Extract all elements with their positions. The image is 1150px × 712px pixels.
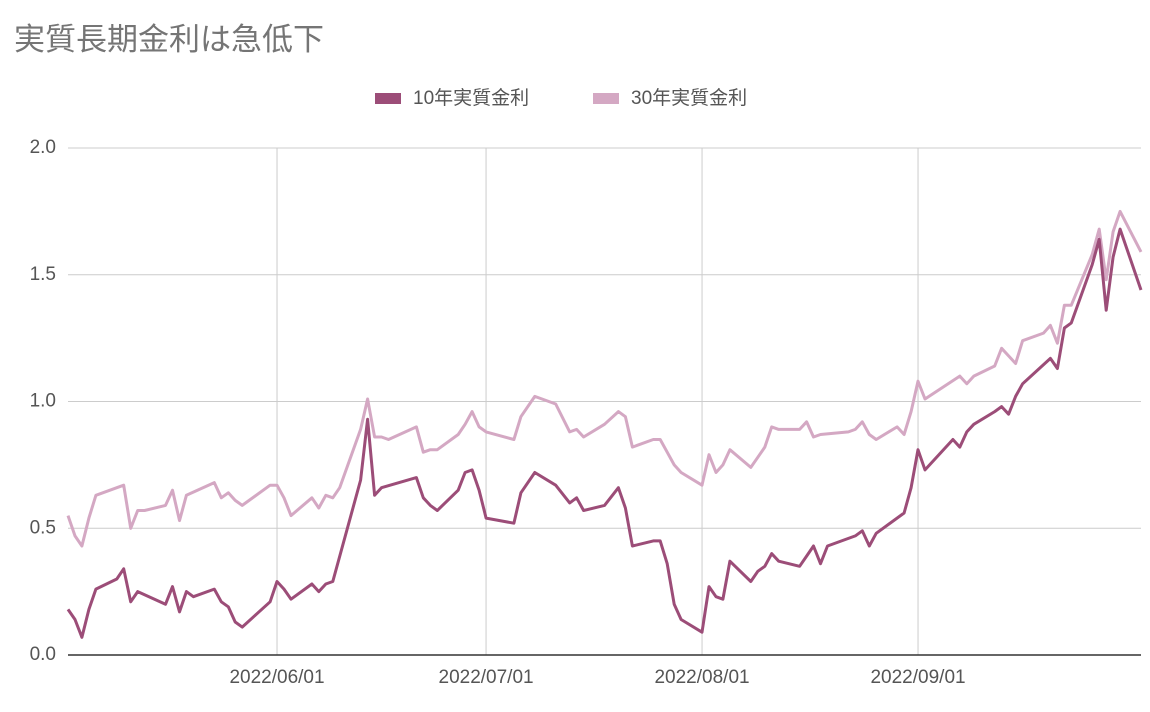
x-tick-label: 2022/08/01 (654, 667, 749, 688)
y-tick-label: 0.0 (30, 644, 56, 665)
x-tick-label: 2022/06/01 (229, 667, 324, 688)
y-tick-label: 1.0 (30, 391, 56, 412)
legend-label: 10年実質金利 (413, 87, 529, 109)
chart-title: 実質長期金利は急低下 (14, 22, 324, 57)
legend-label: 30年実質金利 (631, 87, 747, 109)
line-series (66, 227, 1143, 639)
legend-swatch (593, 93, 619, 104)
legend-swatch (375, 93, 401, 104)
x-tick-label: 2022/07/01 (439, 667, 534, 688)
y-tick-label: 1.5 (30, 264, 56, 285)
line-series (66, 209, 1143, 548)
y-tick-label: 0.5 (30, 517, 56, 538)
y-tick-label: 2.0 (30, 137, 56, 158)
x-tick-label: 2022/09/01 (870, 667, 965, 688)
